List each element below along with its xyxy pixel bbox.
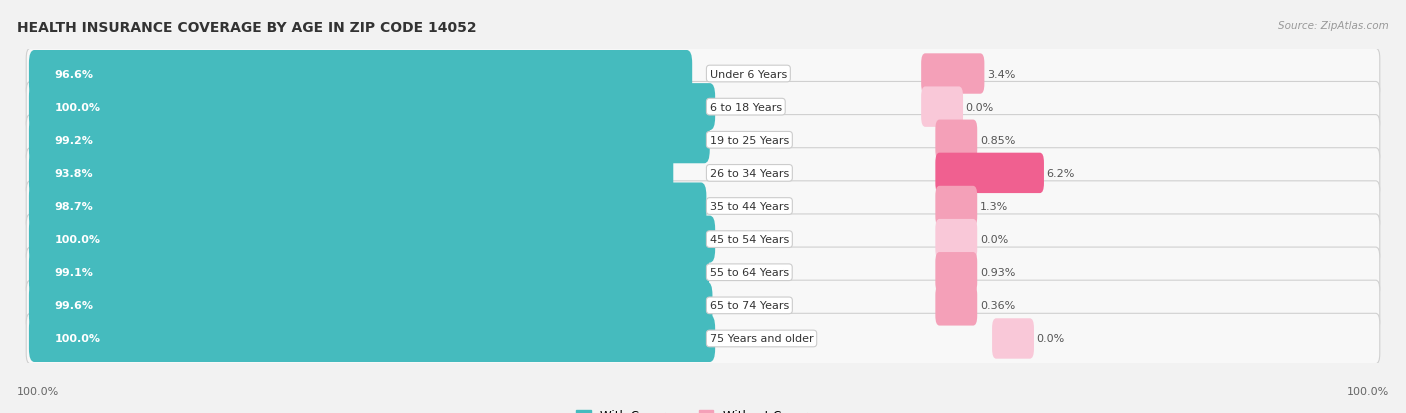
Text: 99.6%: 99.6% [55, 301, 94, 311]
FancyBboxPatch shape [30, 249, 709, 296]
FancyBboxPatch shape [30, 315, 716, 362]
FancyBboxPatch shape [935, 252, 977, 293]
Text: 6.2%: 6.2% [1046, 169, 1076, 178]
Text: 55 to 64 Years: 55 to 64 Years [710, 268, 789, 278]
Text: 75 Years and older: 75 Years and older [710, 334, 814, 344]
FancyBboxPatch shape [935, 285, 977, 326]
Text: 98.7%: 98.7% [55, 202, 93, 211]
Text: 100.0%: 100.0% [55, 102, 101, 112]
FancyBboxPatch shape [30, 216, 716, 263]
FancyBboxPatch shape [27, 214, 1379, 265]
Text: 19 to 25 Years: 19 to 25 Years [710, 135, 789, 145]
FancyBboxPatch shape [27, 247, 1379, 298]
FancyBboxPatch shape [27, 280, 1379, 331]
Text: 45 to 54 Years: 45 to 54 Years [710, 235, 789, 244]
FancyBboxPatch shape [27, 313, 1379, 364]
FancyBboxPatch shape [27, 148, 1379, 199]
Text: 93.8%: 93.8% [55, 169, 93, 178]
FancyBboxPatch shape [27, 82, 1379, 133]
Text: 100.0%: 100.0% [17, 387, 59, 396]
FancyBboxPatch shape [993, 318, 1033, 359]
Text: 0.0%: 0.0% [980, 235, 1008, 244]
FancyBboxPatch shape [30, 183, 706, 230]
Text: 100.0%: 100.0% [55, 235, 101, 244]
Text: 100.0%: 100.0% [1347, 387, 1389, 396]
Legend: With Coverage, Without Coverage: With Coverage, Without Coverage [572, 404, 834, 413]
FancyBboxPatch shape [921, 87, 963, 128]
FancyBboxPatch shape [921, 54, 984, 95]
FancyBboxPatch shape [30, 117, 710, 164]
FancyBboxPatch shape [30, 84, 716, 131]
FancyBboxPatch shape [30, 282, 713, 329]
Text: 6 to 18 Years: 6 to 18 Years [710, 102, 782, 112]
Text: 35 to 44 Years: 35 to 44 Years [710, 202, 789, 211]
FancyBboxPatch shape [27, 181, 1379, 232]
Text: 99.1%: 99.1% [55, 268, 93, 278]
Text: 0.93%: 0.93% [980, 268, 1015, 278]
Text: 0.36%: 0.36% [980, 301, 1015, 311]
FancyBboxPatch shape [935, 120, 977, 161]
FancyBboxPatch shape [27, 115, 1379, 166]
FancyBboxPatch shape [935, 219, 977, 260]
FancyBboxPatch shape [935, 186, 977, 227]
Text: 96.6%: 96.6% [55, 69, 94, 79]
Text: Source: ZipAtlas.com: Source: ZipAtlas.com [1278, 21, 1389, 31]
Text: 0.0%: 0.0% [1036, 334, 1064, 344]
Text: Under 6 Years: Under 6 Years [710, 69, 787, 79]
Text: 0.0%: 0.0% [966, 102, 994, 112]
Text: 100.0%: 100.0% [55, 334, 101, 344]
Text: 3.4%: 3.4% [987, 69, 1015, 79]
Text: 0.85%: 0.85% [980, 135, 1015, 145]
Text: 26 to 34 Years: 26 to 34 Years [710, 169, 789, 178]
FancyBboxPatch shape [935, 153, 1045, 194]
Text: 99.2%: 99.2% [55, 135, 93, 145]
Text: 1.3%: 1.3% [980, 202, 1008, 211]
Text: HEALTH INSURANCE COVERAGE BY AGE IN ZIP CODE 14052: HEALTH INSURANCE COVERAGE BY AGE IN ZIP … [17, 21, 477, 35]
Text: 65 to 74 Years: 65 to 74 Years [710, 301, 789, 311]
FancyBboxPatch shape [27, 49, 1379, 100]
FancyBboxPatch shape [30, 150, 673, 197]
FancyBboxPatch shape [30, 51, 692, 98]
